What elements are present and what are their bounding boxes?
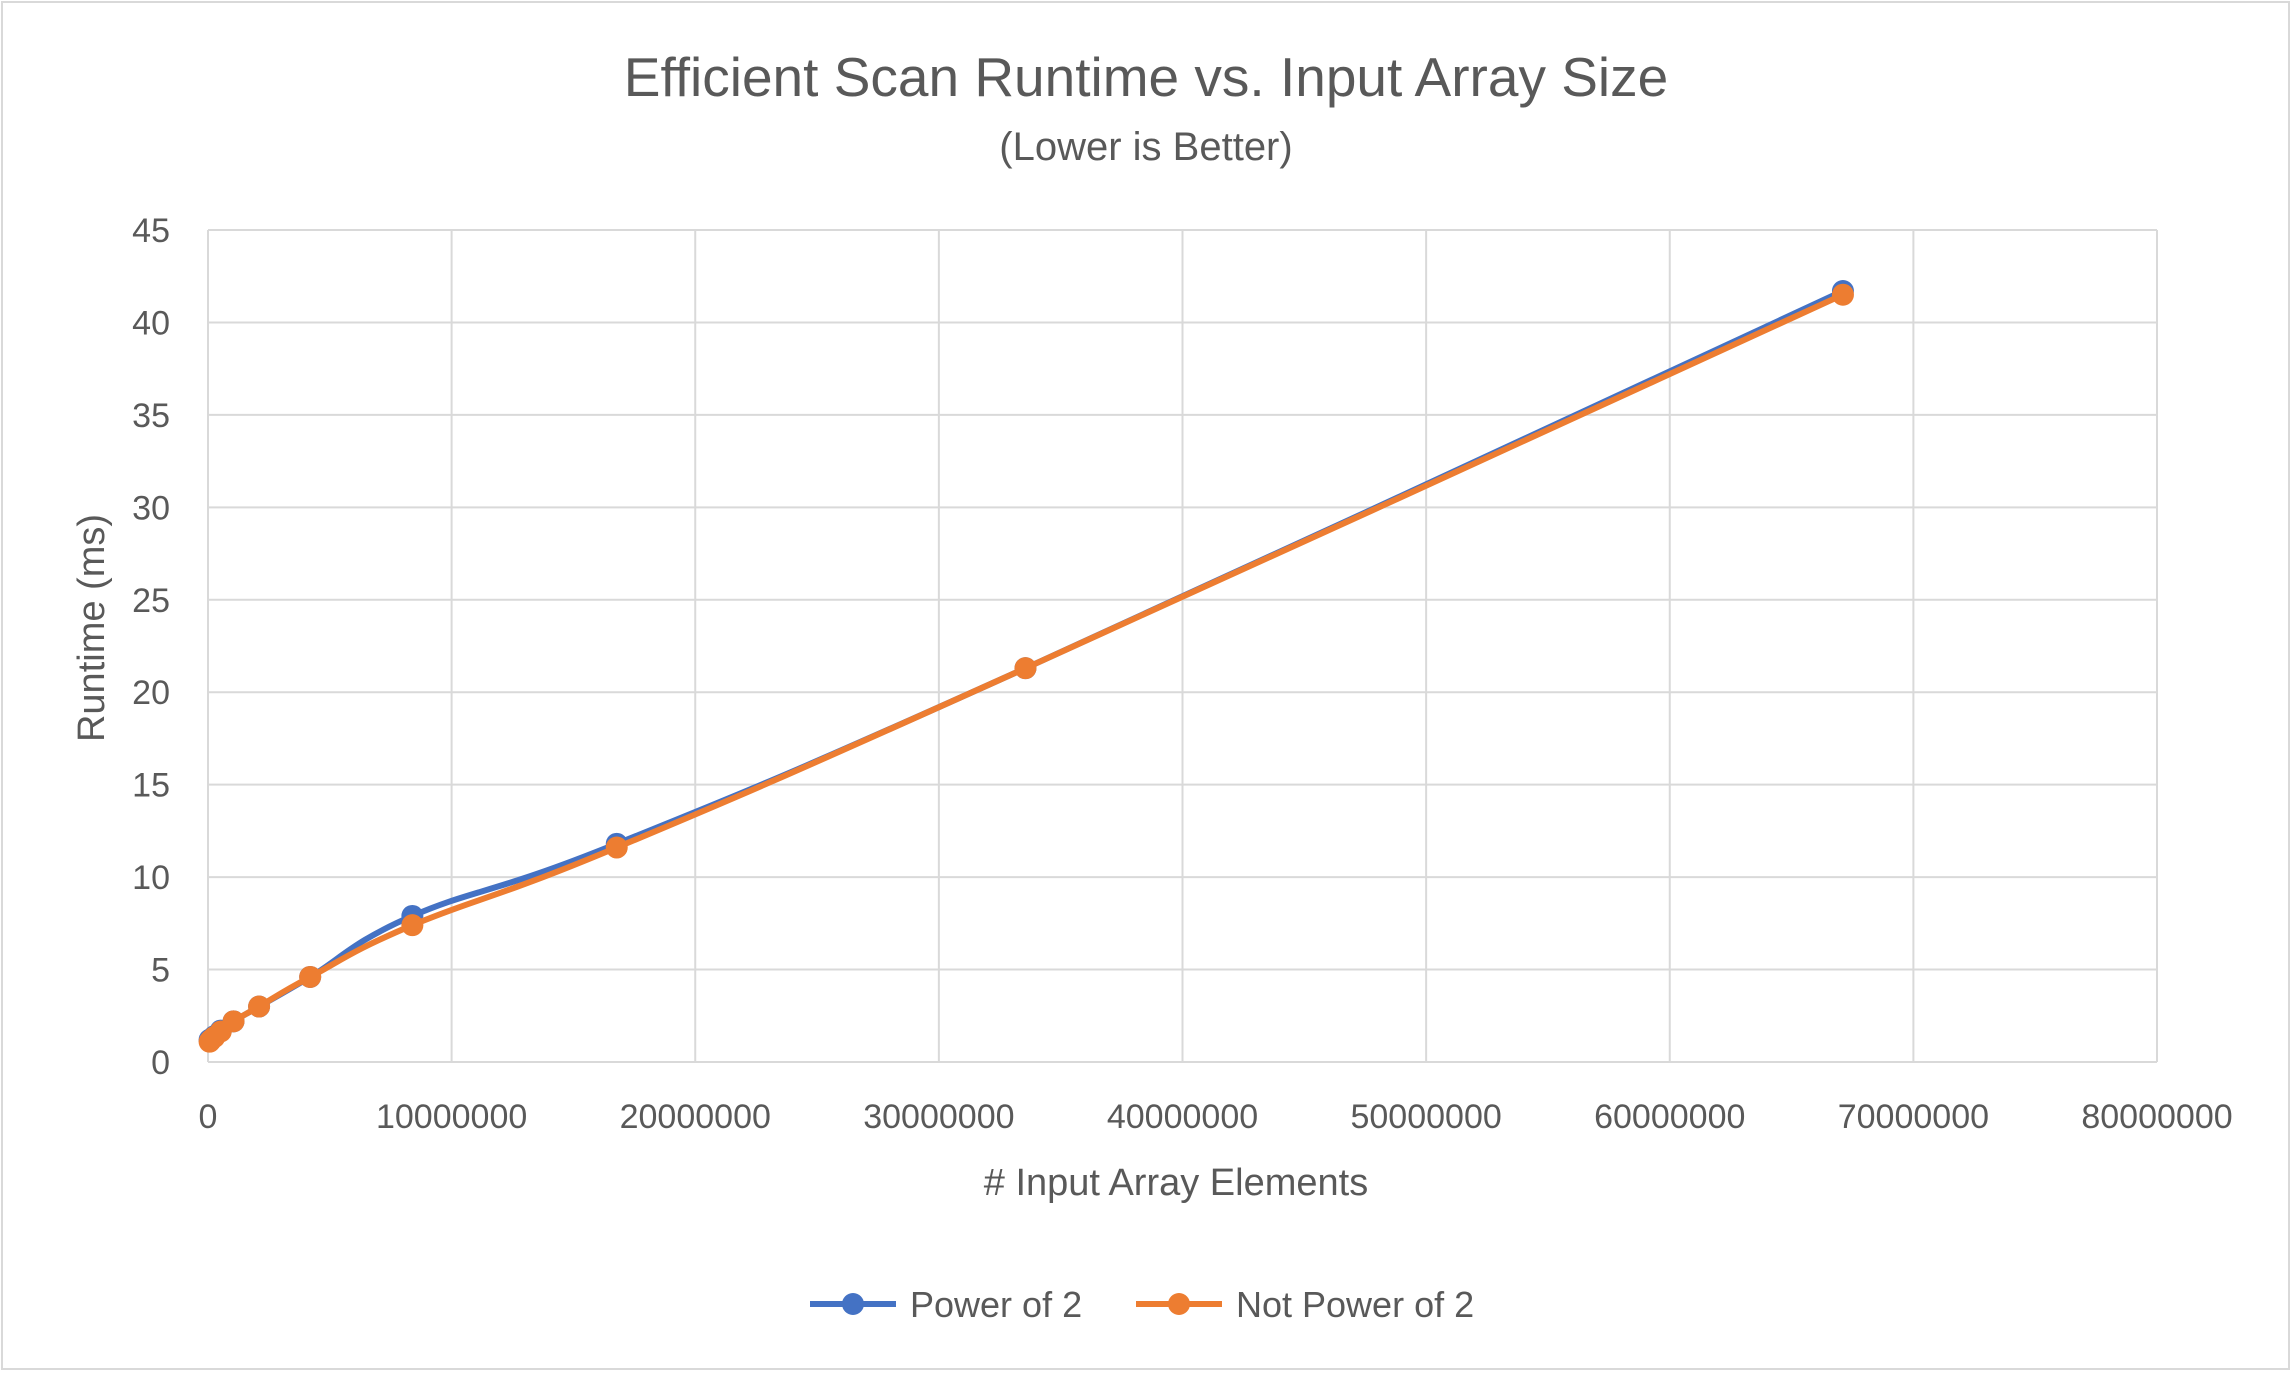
y-axis-ticks: 0 5 10 15 20 25 30 35 40 45	[132, 212, 170, 1082]
y-tick-label: 25	[132, 582, 170, 620]
data-point	[605, 836, 628, 859]
gridlines	[207, 229, 2158, 1063]
legend-item: Not Power of 2	[1136, 1284, 1474, 1325]
legend: Power of 2 Not Power of 2	[810, 1284, 1474, 1325]
legend-item: Power of 2	[810, 1284, 1082, 1325]
x-tick-label: 10000000	[376, 1098, 527, 1136]
legend-swatch-marker	[1168, 1293, 1190, 1315]
data-point	[248, 995, 271, 1018]
legend-label: Power of 2	[910, 1284, 1082, 1325]
y-tick-label: 5	[151, 952, 170, 990]
x-tick-label: 20000000	[620, 1098, 771, 1136]
x-tick-label: 60000000	[1594, 1098, 1745, 1136]
legend-swatch-marker	[842, 1293, 864, 1315]
legend-label: Not Power of 2	[1236, 1284, 1474, 1325]
data-point	[1831, 283, 1854, 306]
chart-title: Efficient Scan Runtime vs. Input Array S…	[624, 46, 1668, 108]
data-point	[222, 1010, 245, 1033]
y-axis-label: Runtime (ms)	[71, 514, 113, 742]
chart-subtitle: (Lower is Better)	[999, 125, 1292, 169]
y-tick-label: 0	[151, 1044, 170, 1082]
y-tick-label: 15	[132, 767, 170, 805]
x-tick-label: 40000000	[1107, 1098, 1258, 1136]
x-axis-ticks: 0 10000000 20000000 30000000 40000000 5000000…	[199, 1098, 2233, 1136]
y-tick-label: 35	[132, 397, 170, 435]
y-tick-label: 45	[132, 212, 170, 250]
y-tick-label: 10	[132, 859, 170, 897]
series-layer	[198, 280, 1854, 1053]
series-2	[198, 283, 1854, 1053]
x-tick-label: 0	[199, 1098, 218, 1136]
data-point	[1014, 657, 1037, 680]
data-point	[401, 914, 424, 937]
x-tick-label: 70000000	[1838, 1098, 1989, 1136]
y-tick-label: 20	[132, 674, 170, 712]
x-axis-label: # Input Array Elements	[984, 1162, 1368, 1204]
data-point	[299, 965, 322, 988]
x-tick-label: 80000000	[2081, 1098, 2232, 1136]
y-tick-label: 40	[132, 304, 170, 342]
y-tick-label: 30	[132, 489, 170, 527]
x-tick-label: 50000000	[1350, 1098, 1501, 1136]
x-tick-label: 30000000	[863, 1098, 1014, 1136]
